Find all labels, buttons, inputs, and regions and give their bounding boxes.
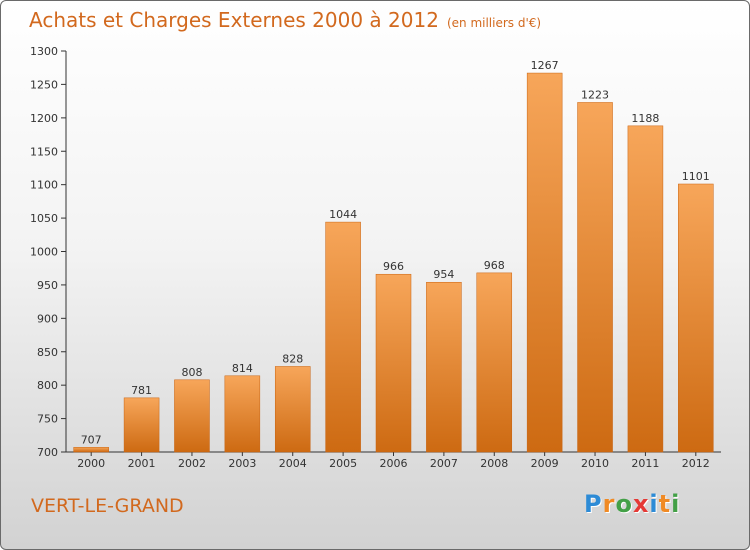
y-tick-label: 1200 (30, 112, 58, 125)
commune-name: VERT-LE-GRAND (31, 495, 184, 517)
bars (73, 72, 714, 453)
bar (476, 272, 513, 453)
logo-letter: t (658, 490, 672, 518)
axes: 700 750 800 850 900 950 1000 1050 1100 1150 1200 12… (30, 45, 721, 470)
data-label: 954 (433, 268, 454, 281)
bar (526, 72, 563, 453)
logo-letter: o (615, 490, 633, 518)
data-label: 828 (282, 352, 303, 365)
bar (73, 447, 109, 453)
y-tick-label: 850 (37, 346, 58, 359)
x-tick-label: 2001 (128, 457, 156, 470)
y-tick-label: 1100 (30, 179, 58, 192)
data-labels: 707 781 808 814 828 1044 966 954 968 1267 1223 1188… (81, 59, 710, 446)
y-tick-label: 750 (37, 413, 58, 426)
x-tick-label: 2007 (430, 457, 458, 470)
bar (577, 102, 613, 453)
data-label: 814 (232, 362, 253, 375)
data-label: 1044 (329, 208, 357, 221)
y-tick-label: 950 (37, 279, 58, 292)
logo-letter: P (584, 490, 603, 518)
y-tick-label: 1150 (30, 145, 58, 158)
logo-letter: i (649, 490, 659, 518)
data-label: 968 (484, 259, 505, 272)
data-label: 781 (131, 384, 152, 397)
x-tick-label: 2000 (77, 457, 105, 470)
x-tick-label: 2003 (228, 457, 256, 470)
data-label: 707 (81, 433, 102, 446)
bar (627, 125, 664, 453)
x-tick-label: 2009 (531, 457, 559, 470)
chart-title-block: Achats et Charges Externes 2000 à 2012 (e… (29, 8, 541, 32)
bar (274, 366, 311, 453)
y-tick-label: 1300 (30, 45, 58, 58)
x-tick-label: 2006 (380, 457, 408, 470)
bar (174, 379, 210, 453)
y-tick-label: 800 (37, 379, 58, 392)
data-label: 1223 (581, 88, 609, 101)
y-tick-label: 900 (37, 312, 58, 325)
x-tick-label: 2010 (581, 457, 609, 470)
x-tick-label: 2012 (682, 457, 710, 470)
bar (325, 221, 361, 453)
y-tick-label: 700 (37, 446, 58, 459)
y-tick-label: 1000 (30, 246, 58, 259)
data-label: 1188 (631, 112, 659, 125)
data-label: 1267 (531, 59, 559, 72)
data-label: 966 (383, 260, 404, 273)
proxiti-logo: Proxiti (584, 490, 680, 518)
data-label: 1101 (682, 170, 710, 183)
y-tick-label: 1050 (30, 212, 58, 225)
x-tick-label: 2004 (279, 457, 307, 470)
chart-title: Achats et Charges Externes 2000 à 2012 (29, 8, 439, 32)
x-tick-label: 2005 (329, 457, 357, 470)
data-label: 808 (181, 366, 202, 379)
logo-letter: r (602, 490, 616, 518)
x-tick-label: 2011 (631, 457, 659, 470)
chart-subtitle: (en milliers d'€) (446, 16, 542, 30)
logo-letter: x (632, 490, 650, 518)
bar (426, 281, 462, 453)
bar (375, 273, 412, 453)
x-tick-label: 2002 (178, 457, 206, 470)
y-tick-label: 1250 (30, 78, 58, 91)
bar (224, 375, 261, 453)
logo-letter: i (671, 490, 681, 518)
bar (123, 397, 160, 453)
bar (678, 183, 714, 453)
x-tick-label: 2008 (480, 457, 508, 470)
